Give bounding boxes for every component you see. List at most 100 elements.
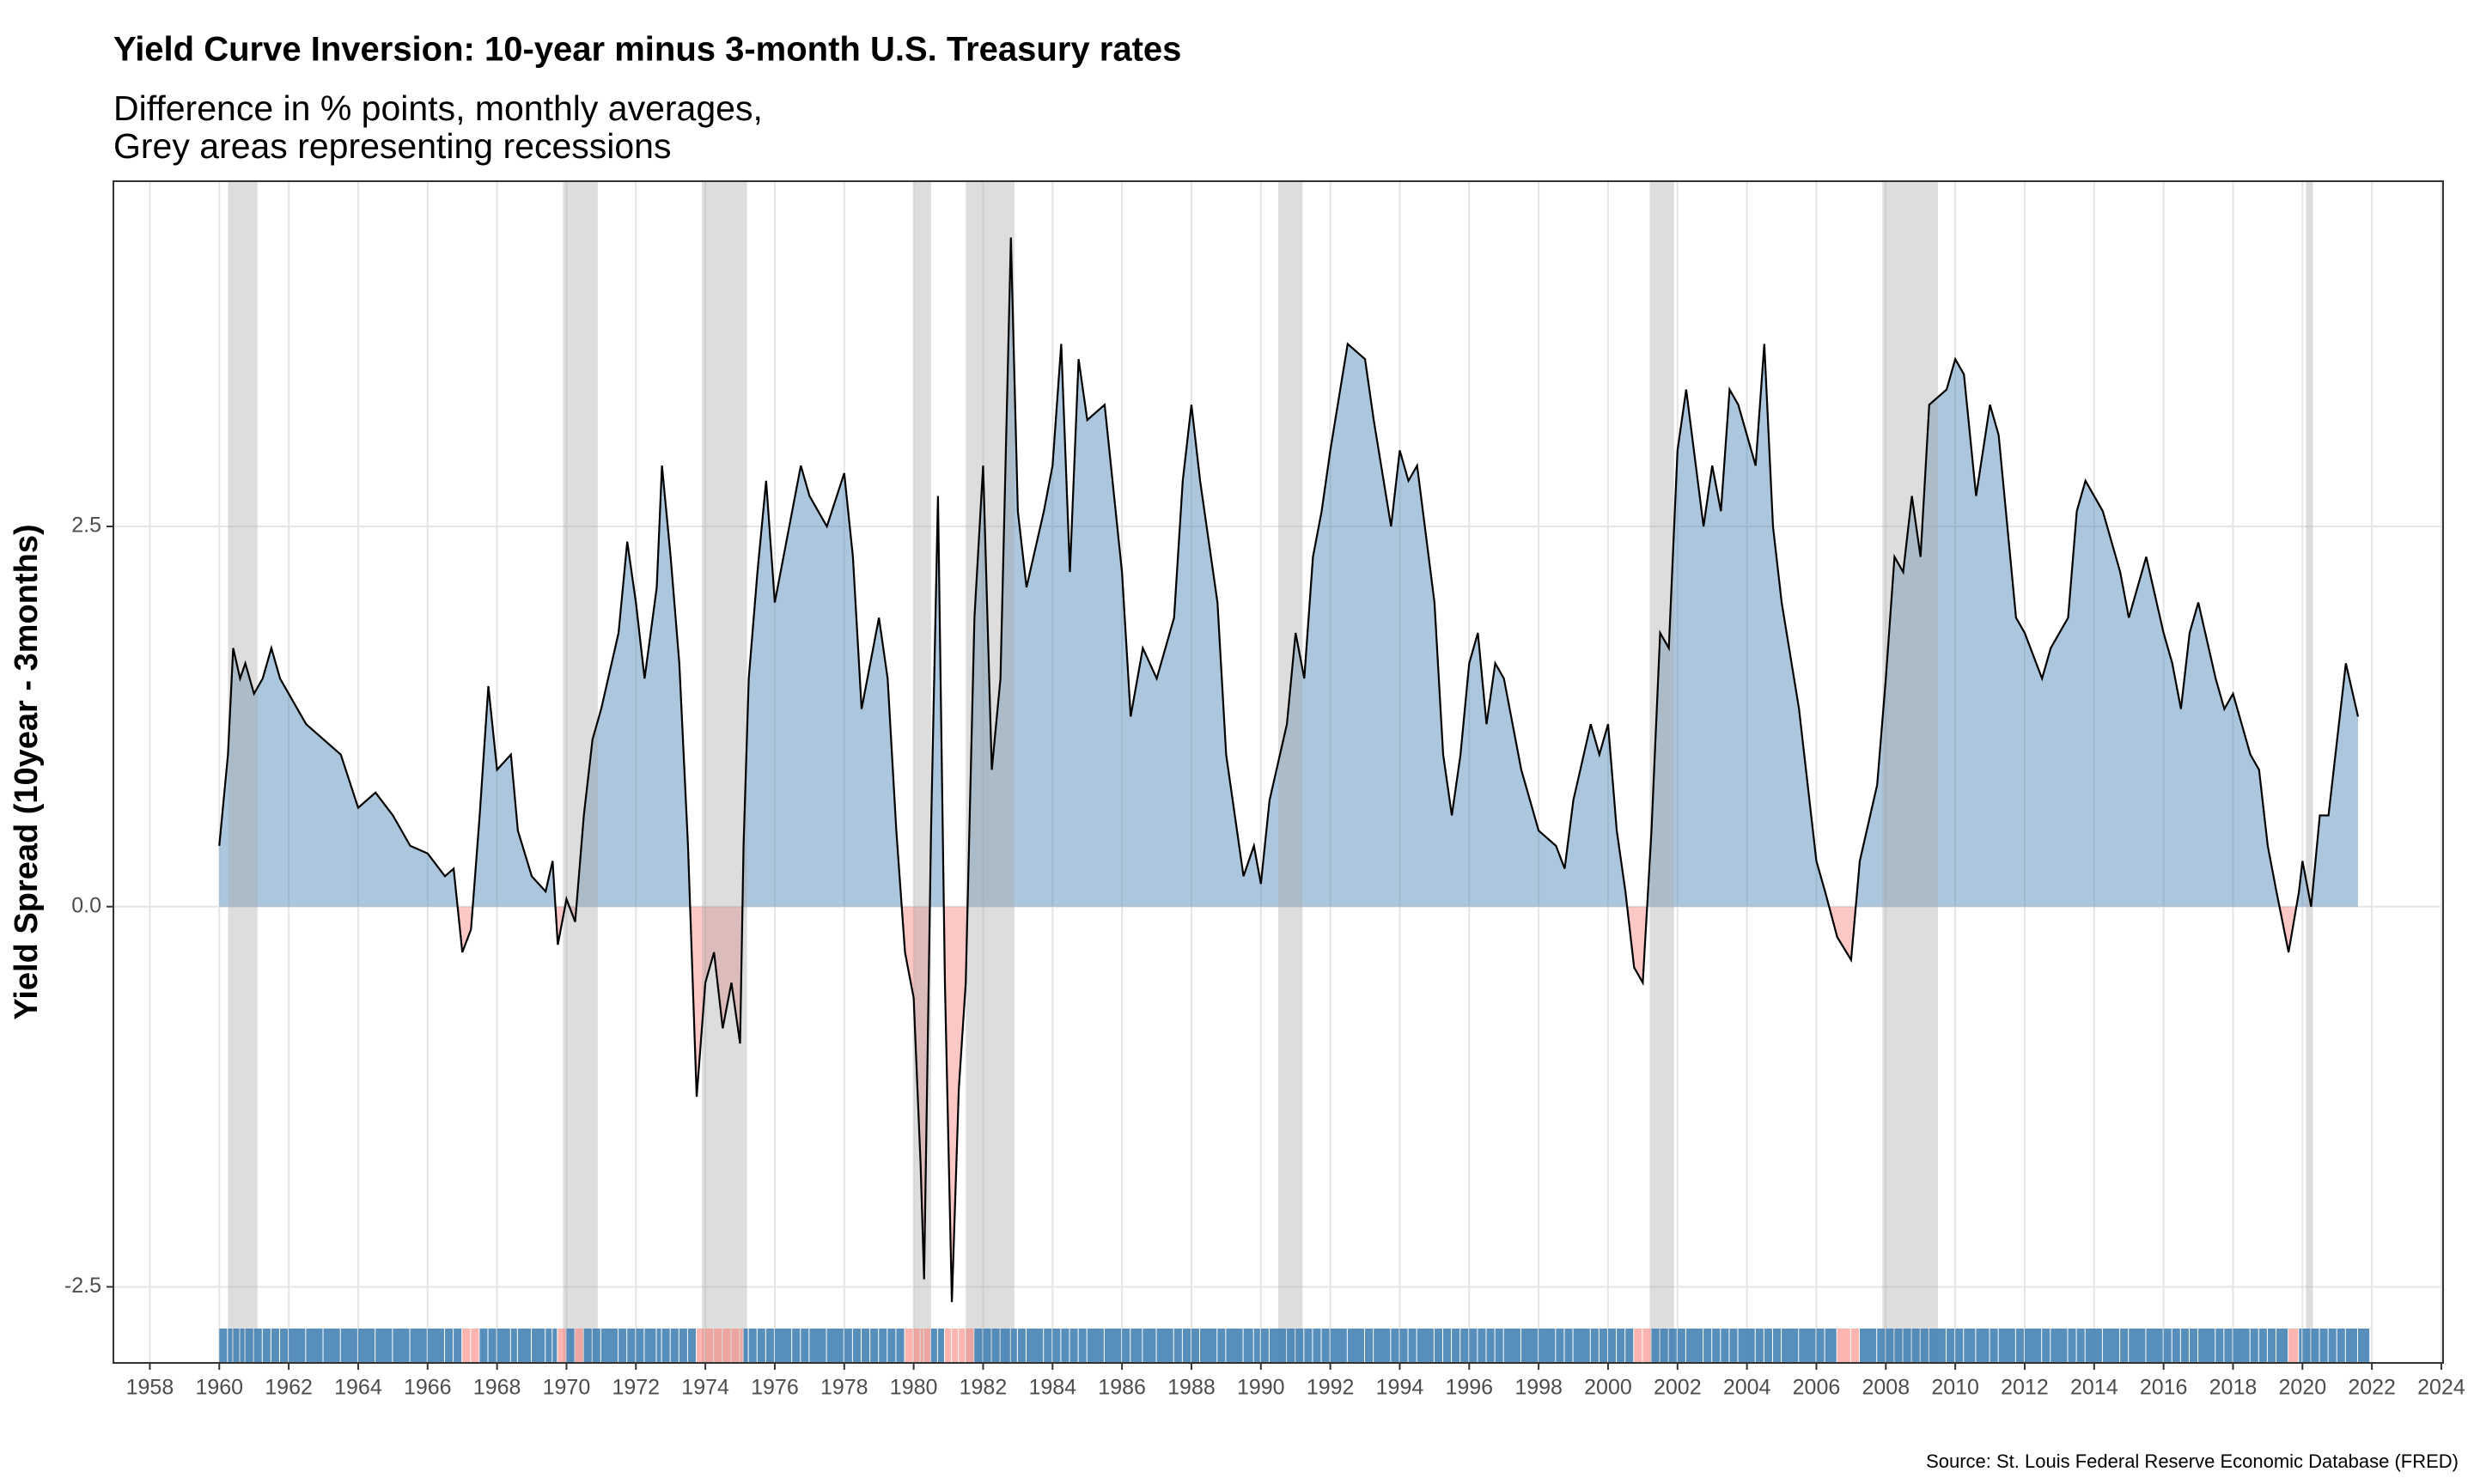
rug-mark [427,1329,444,1363]
recession-band [702,181,747,1363]
rug-mark [809,1329,826,1363]
rug-mark [1078,1329,1087,1363]
rug-mark [1191,1329,1200,1363]
rug-mark [627,1329,636,1363]
rug-mark [801,1329,809,1363]
rug-mark [2345,1329,2357,1363]
rug-mark [1825,1329,1837,1363]
rug-mark [357,1329,375,1363]
rug-mark [1955,1329,1964,1363]
rug-mark [1755,1329,1764,1363]
rug-mark [575,1329,583,1363]
x-tick-label: 1958 [126,1376,174,1400]
rug-mark [566,1329,575,1363]
rug-mark [944,1329,952,1363]
x-tick-label: 1970 [543,1376,591,1400]
rug-mark [510,1329,517,1363]
rug-mark [219,1329,228,1363]
rug-mark [618,1329,627,1363]
x-tick-label: 2002 [1654,1376,1702,1400]
rug-mark [2357,1329,2370,1363]
rug-mark [1894,1329,1903,1363]
rug-mark [1886,1329,1894,1363]
rug-mark [697,1329,705,1363]
rug-mark [920,1329,923,1363]
rug-mark [1391,1329,1399,1363]
rug-mark [1911,1329,1920,1363]
rug-mark [1243,1329,1253,1363]
y-tick-label: 0.0 [71,893,101,917]
rug-mark [444,1329,454,1363]
x-tick-label: 2012 [2001,1376,2049,1400]
rug-mark [1173,1329,1182,1363]
rug-mark [1260,1329,1269,1363]
rug-mark [1295,1329,1304,1363]
rug-mark [1417,1329,1434,1363]
rug-mark [1998,1329,2015,1363]
x-tick-label: 1976 [751,1376,799,1400]
rug-mark [262,1329,271,1363]
rug-mark [1625,1329,1634,1363]
x-tick-label: 2020 [2278,1376,2326,1400]
rug-mark [1564,1329,1573,1363]
rug-mark [2015,1329,2024,1363]
rug-mark [323,1329,340,1363]
rug-mark [1677,1329,1685,1363]
rug-mark [826,1329,844,1363]
rug-mark [271,1329,280,1363]
x-tick-label: 2008 [1862,1376,1910,1400]
rug-mark [974,1329,983,1363]
x-tick-label: 2010 [1931,1376,1979,1400]
rug-mark [757,1329,765,1363]
x-tick-label: 2022 [2348,1376,2396,1400]
rug-mark [2267,1329,2276,1363]
rug-mark [952,1329,959,1363]
rug-mark [1573,1329,1590,1363]
rug-mark [1143,1329,1156,1363]
rug-mark [1269,1329,1287,1363]
rug-mark [1156,1329,1173,1363]
rug-mark [552,1329,558,1363]
rug-mark [240,1329,245,1363]
rug-mark [765,1329,774,1363]
rug-mark [289,1329,306,1363]
rug-mark [1607,1329,1617,1363]
rug-mark [1374,1329,1391,1363]
x-tick-label: 1974 [681,1376,729,1400]
rug-mark [644,1329,656,1363]
rug-mark [583,1329,592,1363]
rug-mark [1660,1329,1668,1363]
rug-mark [1452,1329,1460,1363]
x-tick-label: 1972 [612,1376,660,1400]
rug-mark [887,1329,896,1363]
rug-mark [600,1329,618,1363]
rug-mark [1877,1329,1886,1363]
rug-mark [731,1329,740,1363]
rug-mark [743,1329,748,1363]
x-tick-label: 1978 [820,1376,868,1400]
rug-mark [1590,1329,1599,1363]
rug-mark [245,1329,253,1363]
rug-mark [1061,1329,1069,1363]
recession-band [966,181,1015,1363]
rug-mark [2299,1329,2302,1363]
rug-mark [1712,1329,1721,1363]
rug-mark [705,1329,714,1363]
rug-mark [592,1329,600,1363]
rug-mark [966,1329,974,1363]
rug-mark [393,1329,410,1363]
rug-mark [1920,1329,1929,1363]
x-tick-label: 1986 [1098,1376,1146,1400]
rug-mark [923,1329,930,1363]
x-tick-label: 1988 [1167,1376,1216,1400]
rug-mark [454,1329,462,1363]
x-tick-label: 1980 [890,1376,938,1400]
rug-mark [1182,1329,1191,1363]
x-tick-label: 1984 [1028,1376,1076,1400]
rug-mark [1837,1329,1850,1363]
rug-mark [488,1329,497,1363]
rug-mark [2233,1329,2250,1363]
rug-mark [2198,1329,2215,1363]
rug-mark [1617,1329,1625,1363]
rug-mark [852,1329,861,1363]
